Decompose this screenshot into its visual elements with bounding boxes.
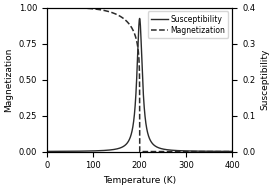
Magnetization — [138, 150, 141, 153]
Magnetization — [45, 7, 48, 9]
Susceptibility — [183, 150, 186, 152]
Susceptibility — [163, 148, 166, 150]
Susceptibility — [193, 150, 196, 152]
Susceptibility — [231, 150, 234, 153]
Line: Magnetization: Magnetization — [47, 8, 232, 152]
Magnetization — [193, 150, 196, 153]
Legend: Susceptibility, Magnetization: Susceptibility, Magnetization — [148, 12, 229, 38]
Susceptibility — [55, 150, 58, 153]
Susceptibility — [138, 17, 141, 20]
Susceptibility — [155, 146, 158, 148]
Magnetization — [55, 7, 58, 9]
Y-axis label: Magnetization: Magnetization — [4, 47, 13, 112]
Magnetization — [183, 150, 186, 153]
Magnetization — [155, 150, 158, 153]
Magnetization — [231, 150, 234, 153]
Y-axis label: Susceptibility: Susceptibility — [261, 49, 270, 110]
Susceptibility — [112, 148, 116, 151]
Magnetization — [163, 150, 166, 153]
Susceptibility — [45, 150, 48, 153]
Line: Susceptibility: Susceptibility — [47, 19, 232, 151]
Magnetization — [112, 12, 116, 15]
X-axis label: Temperature (K): Temperature (K) — [103, 176, 176, 185]
